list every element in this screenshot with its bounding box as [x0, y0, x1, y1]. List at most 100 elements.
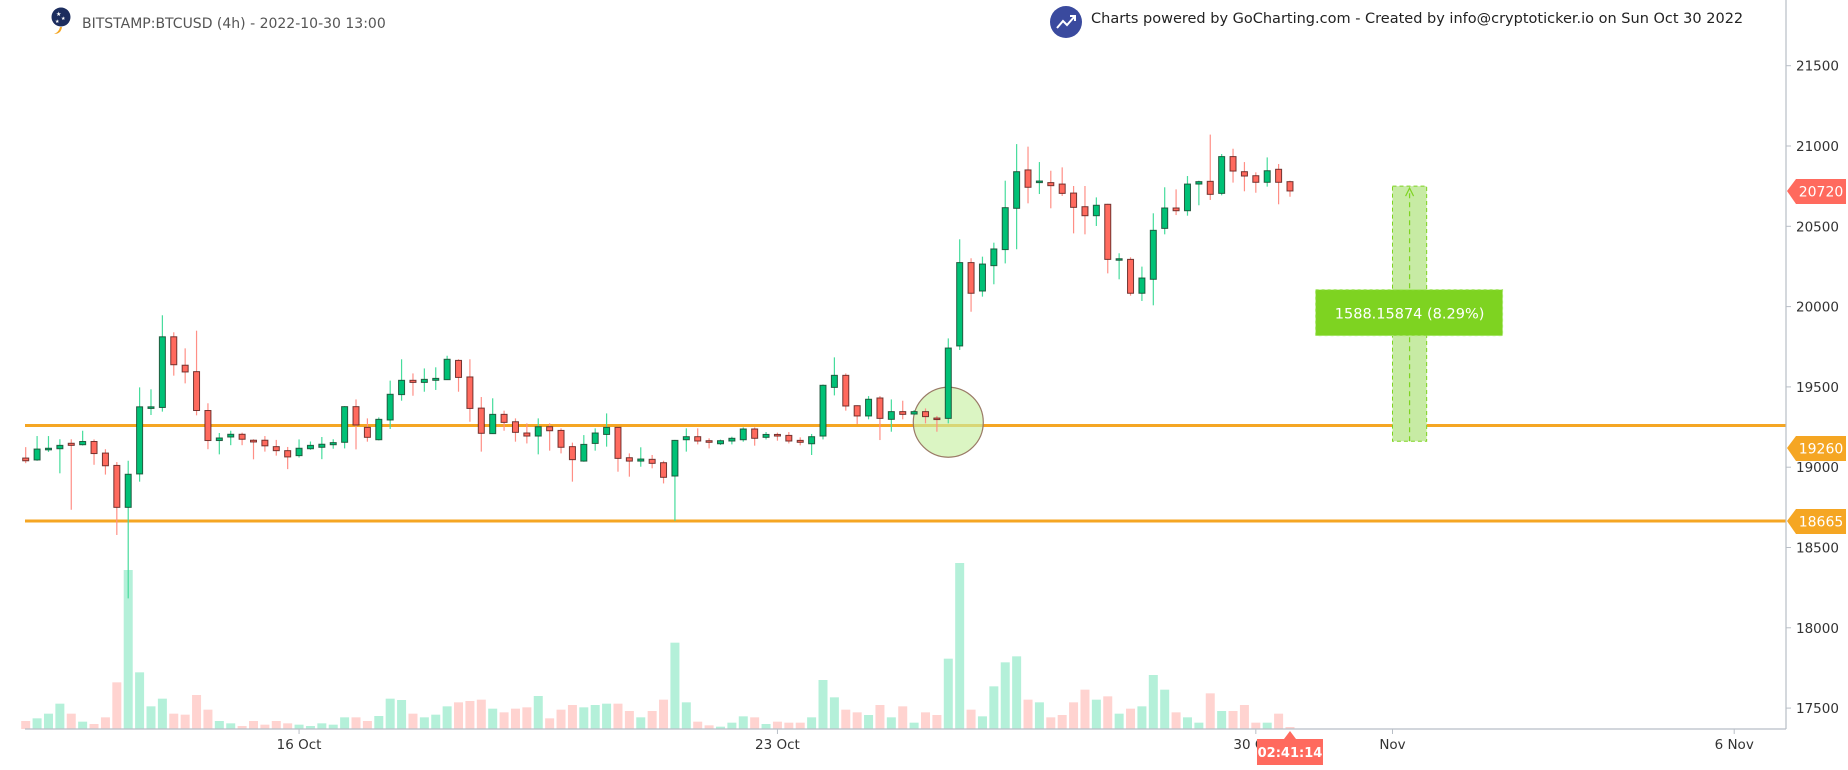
candle[interactable]	[716, 439, 724, 446]
candle[interactable]	[1070, 185, 1078, 234]
candle[interactable]	[420, 368, 428, 392]
candle[interactable]	[1035, 162, 1043, 195]
candle[interactable]	[193, 330, 201, 416]
candle[interactable]	[842, 373, 850, 411]
candle[interactable]	[568, 442, 576, 482]
time-axis[interactable]: 16 Oct 23 Oct 30 Oct Nov 6 Nov 02:41:14	[25, 728, 1786, 765]
candle[interactable]	[739, 427, 747, 442]
candle[interactable]	[557, 428, 565, 454]
candle[interactable]	[443, 355, 451, 381]
candle[interactable]	[944, 338, 952, 424]
price-axis[interactable]: 17500 18000 18500 19000 19500 20000 20500 21000…	[1785, 0, 1846, 729]
candle[interactable]	[603, 413, 611, 447]
chart-credit[interactable]: Charts powered by GoCharting.com - Creat…	[1091, 11, 1744, 27]
candle[interactable]	[67, 439, 75, 510]
candle[interactable]	[466, 359, 474, 422]
candle[interactable]	[33, 436, 41, 461]
candle[interactable]	[808, 433, 816, 455]
candle[interactable]	[1149, 213, 1157, 306]
candle[interactable]	[1001, 180, 1009, 264]
candle[interactable]	[865, 396, 873, 420]
candle[interactable]	[660, 460, 668, 484]
candle[interactable]	[284, 446, 292, 470]
candle[interactable]	[1183, 176, 1191, 216]
candle[interactable]	[477, 397, 485, 452]
candle[interactable]	[306, 441, 314, 450]
candle[interactable]	[1058, 167, 1066, 196]
candle[interactable]	[1218, 154, 1226, 196]
candle[interactable]	[933, 415, 941, 432]
candle[interactable]	[1024, 146, 1032, 204]
candle[interactable]	[648, 454, 656, 469]
candle[interactable]	[1161, 187, 1169, 235]
candle[interactable]	[318, 437, 326, 460]
candle[interactable]	[819, 384, 827, 440]
candle[interactable]	[295, 439, 303, 458]
candle[interactable]	[1013, 144, 1021, 250]
candle[interactable]	[796, 437, 804, 446]
candle[interactable]	[1138, 266, 1146, 301]
candle[interactable]	[398, 359, 406, 401]
candle[interactable]	[1263, 157, 1271, 187]
candle[interactable]	[591, 428, 599, 451]
candle[interactable]	[113, 462, 121, 535]
candle[interactable]	[534, 418, 542, 455]
candle[interactable]	[90, 439, 98, 465]
candle[interactable]	[101, 449, 109, 475]
candle[interactable]	[762, 432, 770, 440]
candle[interactable]	[489, 398, 497, 435]
candle[interactable]	[1172, 189, 1180, 216]
candle[interactable]	[1092, 197, 1100, 226]
candle[interactable]	[500, 410, 508, 431]
candle[interactable]	[1081, 185, 1089, 235]
candle[interactable]	[44, 436, 52, 452]
candle[interactable]	[830, 357, 838, 396]
candle[interactable]	[363, 418, 371, 442]
candle[interactable]	[967, 258, 975, 312]
candle[interactable]	[147, 389, 155, 416]
candle[interactable]	[1252, 172, 1260, 193]
candle[interactable]	[329, 439, 337, 449]
candle[interactable]	[637, 447, 645, 467]
candle[interactable]	[1104, 203, 1112, 274]
candle[interactable]	[204, 403, 212, 450]
candle[interactable]	[1195, 180, 1203, 206]
candle[interactable]	[170, 332, 178, 376]
candle[interactable]	[511, 418, 519, 442]
candle[interactable]	[1275, 163, 1283, 205]
candle[interactable]	[694, 428, 702, 445]
candle[interactable]	[785, 432, 793, 444]
candle[interactable]	[386, 380, 394, 429]
candle[interactable]	[773, 432, 781, 441]
candle[interactable]	[1286, 180, 1294, 197]
candle[interactable]	[409, 373, 417, 396]
candle[interactable]	[751, 427, 759, 446]
candle[interactable]	[375, 417, 383, 441]
candle[interactable]	[1127, 257, 1135, 296]
candle[interactable]	[238, 432, 246, 446]
candle[interactable]	[671, 439, 679, 522]
candle[interactable]	[956, 239, 964, 350]
candle[interactable]	[1047, 170, 1055, 209]
candle[interactable]	[1115, 253, 1123, 280]
candle[interactable]	[876, 396, 884, 441]
candle[interactable]	[227, 430, 235, 446]
candle[interactable]	[887, 399, 895, 432]
candle[interactable]	[261, 436, 269, 452]
candle[interactable]	[455, 359, 463, 392]
candle[interactable]	[1206, 134, 1214, 200]
candle[interactable]	[705, 438, 713, 449]
horizontal-levels[interactable]	[25, 423, 1786, 523]
candle[interactable]	[22, 447, 30, 464]
candle[interactable]	[614, 426, 622, 472]
candle[interactable]	[181, 348, 189, 384]
price-range-measure[interactable]: 1588.15874 (8.29%)	[1315, 185, 1504, 442]
candle[interactable]	[910, 410, 918, 416]
candle[interactable]	[728, 436, 736, 445]
candle[interactable]	[546, 423, 554, 451]
candle[interactable]	[523, 423, 531, 444]
candle[interactable]	[990, 242, 998, 285]
candle[interactable]	[432, 367, 440, 390]
candle[interactable]	[352, 399, 360, 450]
